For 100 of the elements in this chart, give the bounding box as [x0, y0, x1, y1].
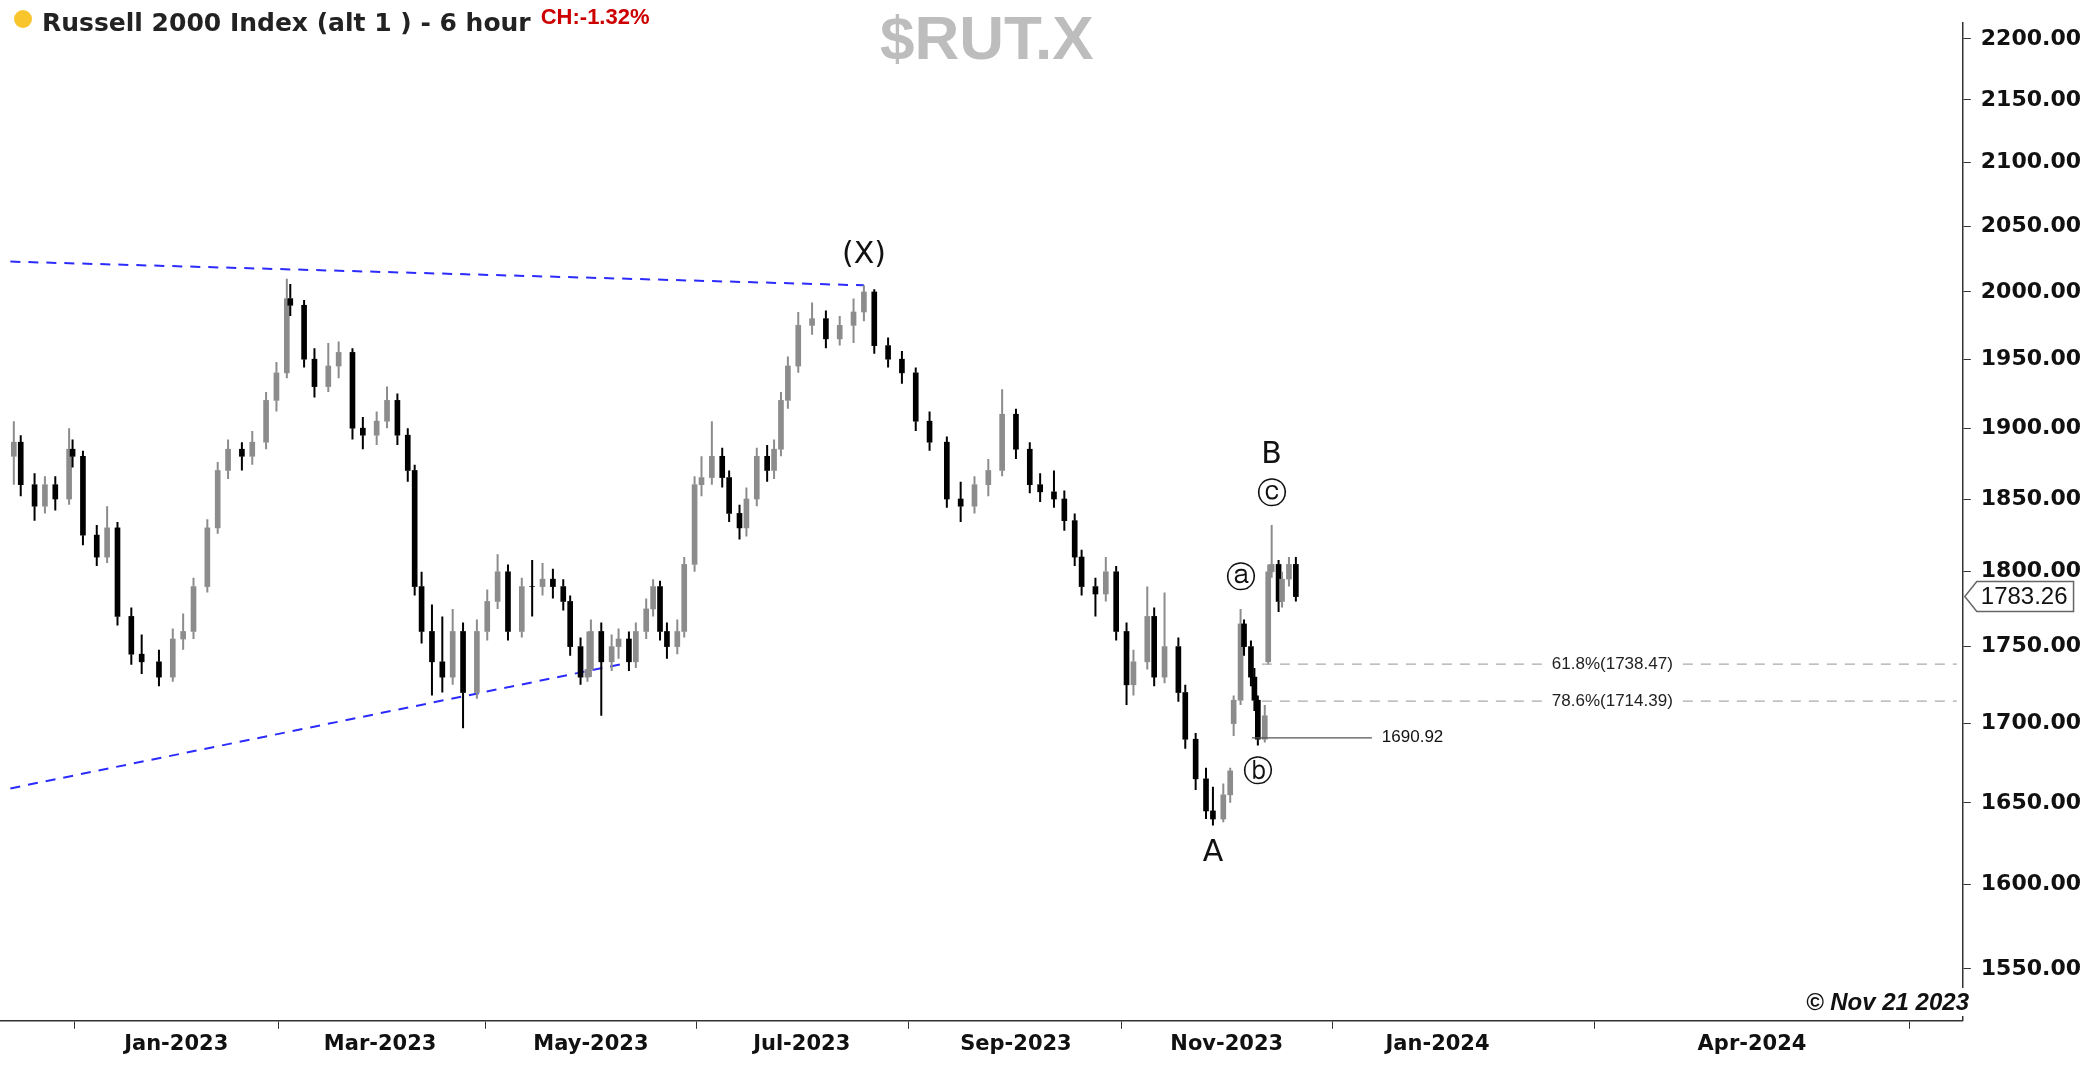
candlestick [249, 429, 256, 466]
candlestick [325, 341, 332, 394]
candlestick [871, 288, 878, 355]
chart-title: Russell 2000 Index (alt 1 ) - 6 hour [42, 8, 531, 37]
candlestick [429, 603, 435, 697]
candlestick [283, 277, 290, 380]
candlestick [239, 441, 245, 472]
candlestick [1210, 785, 1216, 827]
candlestick [138, 633, 145, 676]
candlestick [764, 444, 770, 483]
ref-line-label: 1690.92 [1381, 727, 1444, 747]
y-tick-label: 1700.00 [1980, 709, 2081, 735]
candlestick [809, 301, 815, 336]
y-tick-label: 1650.00 [1980, 788, 2081, 814]
x-tick-label: Apr-2024 [1697, 1030, 1807, 1055]
candlestick [301, 298, 307, 369]
chart-subtitle: CH:-1.32% [540, 4, 650, 30]
x-tick-label: Jan-2024 [1383, 1030, 1490, 1055]
candlestick [1293, 556, 1299, 603]
y-tick-label: 2050.00 [1980, 212, 2081, 238]
candlestick [484, 588, 491, 642]
y-tick-label: 1950.00 [1980, 344, 2081, 370]
candlestick [10, 420, 17, 486]
candlestick [93, 523, 100, 567]
candlestick [999, 388, 1005, 478]
x-tick-label: Mar-2023 [323, 1030, 437, 1055]
candlestick [650, 578, 656, 618]
candlestick [1102, 556, 1109, 603]
candlestick [449, 607, 456, 686]
y-tick-label: 1550.00 [1980, 954, 2081, 980]
candlestick [439, 615, 446, 694]
candlestick [709, 420, 715, 486]
candlestick [360, 416, 366, 451]
candlestick [626, 630, 632, 672]
candlestick [169, 627, 176, 683]
ref-line-label: 78.6%(1714.39) [1551, 690, 1673, 710]
candlestick [104, 505, 110, 564]
candlestick [1203, 766, 1209, 820]
candlestick [795, 310, 802, 374]
x-tick-label: Sep-2023 [960, 1030, 1072, 1055]
candlestick [550, 567, 556, 600]
ref-line-label: 61.8%(1738.47) [1551, 653, 1673, 673]
candlestick [505, 563, 511, 642]
candlestick [1071, 512, 1078, 567]
candlestick [263, 391, 269, 451]
candlestick [836, 314, 843, 347]
candlestick [1113, 564, 1119, 642]
annotation: (X) [841, 235, 886, 271]
candlestick [753, 446, 760, 508]
y-tick-label: 1800.00 [1980, 557, 2081, 583]
x-tick-label: Jan-2023 [122, 1030, 229, 1055]
annotation: ⓒ [1256, 474, 1287, 510]
x-tick-label: Nov-2023 [1170, 1030, 1284, 1055]
candlestick [1261, 703, 1268, 744]
candlestick [885, 336, 891, 369]
candlestick [156, 648, 162, 688]
candlestick [80, 449, 86, 547]
y-tick-label: 1600.00 [1980, 870, 2081, 896]
candlestick [52, 475, 59, 512]
candlestick [861, 284, 867, 323]
candlestick [529, 559, 535, 618]
candlestick [474, 618, 480, 700]
candlestick [1026, 441, 1033, 495]
y-tick-label: 1750.00 [1980, 632, 2081, 658]
candlestick [912, 366, 919, 432]
candlestick [1037, 472, 1043, 503]
candlestick [460, 621, 466, 730]
candlestick [823, 309, 829, 350]
candlestick [384, 385, 390, 430]
candlestick [214, 460, 221, 535]
candlestick [588, 618, 594, 679]
annotation: $RUT.X [880, 2, 1094, 73]
candlestick [1144, 585, 1151, 671]
candlestick [17, 434, 24, 498]
candlestick [287, 283, 294, 317]
x-tick-label: Jul-2023 [751, 1030, 851, 1055]
candlestick [899, 350, 905, 385]
candlestick [1279, 570, 1285, 609]
candlestick [1286, 556, 1292, 588]
candlestick [66, 427, 72, 506]
text: 1783.26 [1980, 582, 2068, 610]
y-tick-label: 1900.00 [1980, 413, 2081, 439]
candlestick [633, 621, 639, 669]
candlestick [1051, 469, 1057, 509]
candlestick [128, 606, 135, 666]
candlestick [643, 597, 650, 641]
y-tick-label: 2200.00 [1980, 24, 2081, 50]
y-tick-label: 1850.00 [1980, 484, 2081, 510]
annotation: © Nov 21 2023 [1805, 988, 1969, 1016]
annotation: ⓐ [1225, 558, 1256, 594]
candlestick [180, 612, 186, 651]
annotation: ⓑ [1242, 753, 1273, 789]
candlestick [518, 576, 525, 639]
x-tick-label: May-2023 [533, 1030, 649, 1055]
candlestick [598, 621, 605, 717]
candlestick [1151, 606, 1158, 688]
candlestick [944, 435, 950, 509]
candlestick [225, 438, 231, 480]
annotation: B [1261, 434, 1282, 470]
y-tick-label: 2000.00 [1980, 277, 2081, 303]
